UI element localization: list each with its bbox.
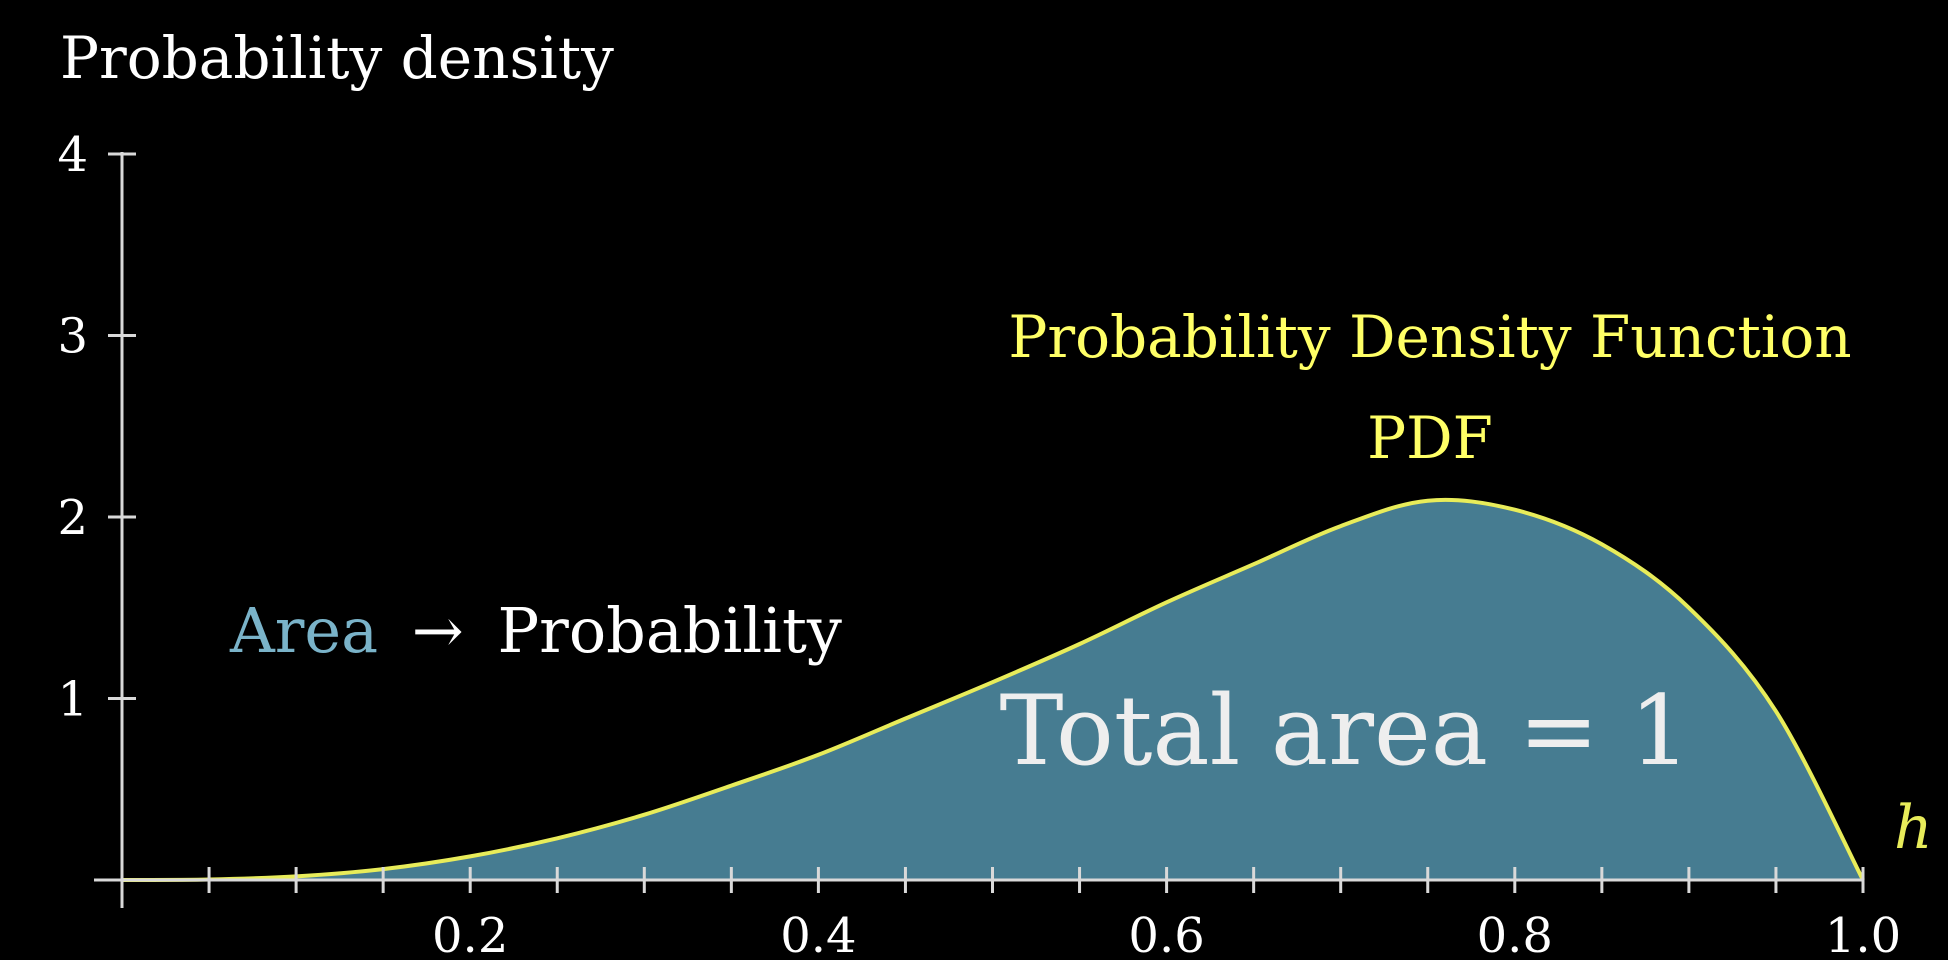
y-tick-label: 1 (57, 672, 88, 728)
x-axis-label: h (1894, 793, 1933, 863)
x-tick-label: 0.8 (1477, 908, 1553, 960)
probability-word: Probability (497, 594, 841, 667)
y-tick-label: 2 (57, 490, 88, 546)
area-group (121, 497, 1865, 882)
area-word: Area (229, 594, 378, 667)
y-axis-title: Probability density (60, 24, 614, 92)
axes-group (94, 152, 1863, 908)
x-tick-label: 0.4 (780, 908, 856, 960)
y-tick-label: 4 (57, 127, 88, 183)
x-tick-label: 0.6 (1128, 908, 1204, 960)
x-tick-label: 0.2 (432, 908, 508, 960)
area-fill (122, 499, 1863, 880)
y-tick-label: 3 (57, 309, 88, 365)
pdf-subtitle: PDF (1367, 404, 1493, 472)
pdf-curve (121, 497, 1865, 882)
area-probability-label: Area → Probability (229, 594, 842, 667)
x-tick-label: 1.0 (1825, 908, 1901, 960)
ticks-group: 0.2 0.4 0.6 0.8 1.0 1 2 3 4 (57, 127, 1901, 960)
arrow-glyph: → (412, 594, 464, 667)
total-area-label: Total area = 1 (999, 675, 1690, 787)
pdf-title: Probability Density Function (1008, 303, 1851, 371)
